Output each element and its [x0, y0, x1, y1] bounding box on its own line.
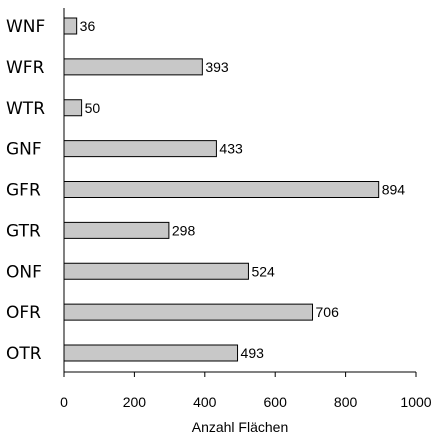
category-label: GTR [6, 221, 41, 241]
category-label: ONF [6, 262, 42, 282]
bars-group: 36 393 50 433 894 298 524 706 493 [63, 17, 406, 362]
x-tick-label: 200 [123, 394, 147, 410]
bar [63, 140, 217, 158]
bar [63, 181, 380, 198]
x-tick-label: 600 [264, 394, 288, 410]
category-label: WFR [6, 58, 45, 78]
data-label: 493 [241, 345, 265, 361]
category-label: GFR [6, 181, 41, 201]
bar [63, 17, 78, 35]
x-axis-title: Anzahl Flächen [192, 419, 289, 435]
bar [63, 58, 203, 76]
x-tick-label: 800 [334, 394, 358, 410]
data-label: 433 [219, 141, 243, 157]
category-label: WNF [6, 17, 45, 37]
category-label: WTR [6, 99, 45, 119]
category-label: OFR [6, 303, 41, 323]
data-label: 393 [205, 59, 229, 75]
data-label: 298 [172, 222, 196, 238]
bar [63, 303, 314, 321]
category-label: OTR [6, 344, 42, 364]
x-tick-label: 1000 [400, 394, 431, 410]
axes-group: WNF WFR WTR GNF GFR GTR ONF OFR OTR 0 200 400 600 800… [6, 8, 432, 410]
x-tick-label: 400 [193, 394, 217, 410]
bar [63, 221, 170, 239]
data-label: 706 [316, 304, 340, 320]
bar [63, 99, 83, 117]
x-tick-label: 0 [60, 394, 68, 410]
data-label: 894 [382, 182, 406, 198]
bar [63, 344, 239, 362]
data-label: 50 [85, 100, 101, 116]
category-label: GNF [6, 140, 42, 160]
data-label: 524 [251, 263, 275, 279]
bar [63, 262, 249, 280]
data-label: 36 [80, 18, 96, 34]
